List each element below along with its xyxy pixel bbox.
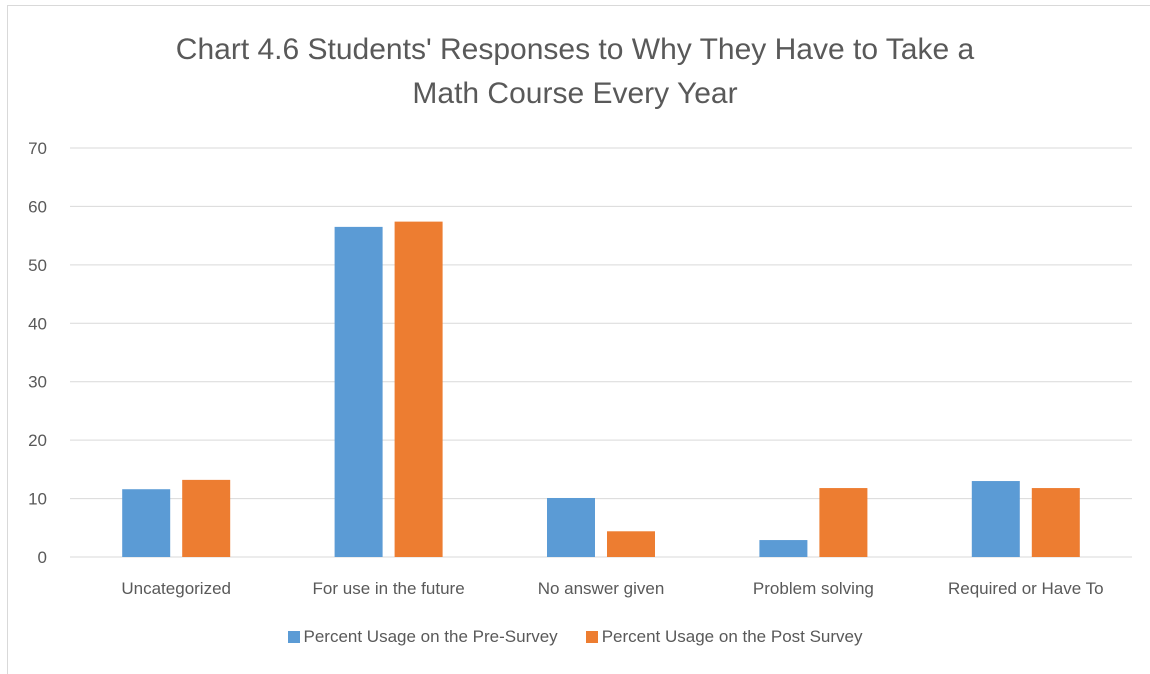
chart-legend: Percent Usage on the Pre-Survey Percent … <box>0 627 1150 647</box>
chart-title-line-1: Chart 4.6 Students' Responses to Why The… <box>175 33 975 66</box>
y-tick-label-20: 20 <box>28 431 47 450</box>
y-tick-label-30: 30 <box>28 373 47 392</box>
legend-swatch-post-survey <box>585 631 598 643</box>
x-tick-label-4: Required or Have To <box>948 579 1104 598</box>
bar-post-2 <box>607 531 655 557</box>
bar-post-0 <box>182 479 231 557</box>
y-tick-label-10: 10 <box>28 490 47 509</box>
legend-label-post-survey: Percent Usage on the Post Survey <box>601 627 863 646</box>
bar-pre-4 <box>971 481 1020 557</box>
chart-title-line-2: Math Course Every Year <box>412 77 738 110</box>
legend-item-pre-survey: Percent Usage on the Pre-Survey <box>287 627 558 647</box>
x-tick-label-3: Problem solving <box>753 579 874 598</box>
y-tick-label-0: 0 <box>38 548 47 567</box>
legend-swatch-pre-survey <box>287 631 300 643</box>
y-tick-label-60: 60 <box>28 197 47 216</box>
x-tick-label-2: No answer given <box>538 579 665 598</box>
bar-pre-3 <box>759 540 808 557</box>
x-tick-label-0: Uncategorized <box>121 579 231 598</box>
x-tick-label-1: For use in the future <box>313 579 465 598</box>
bar-pre-0 <box>122 489 171 557</box>
legend-item-post-survey: Percent Usage on the Post Survey <box>585 627 863 647</box>
bar-pre-1 <box>334 226 383 557</box>
bar-post-4 <box>1031 488 1080 557</box>
bar-post-1 <box>394 221 443 557</box>
chart-title: Chart 4.6 Students' Responses to Why The… <box>0 28 1150 116</box>
y-tick-label-70: 70 <box>28 139 47 158</box>
legend-label-pre-survey: Percent Usage on the Pre-Survey <box>303 627 558 646</box>
bar-pre-2 <box>547 497 595 557</box>
y-tick-label-50: 50 <box>28 256 47 275</box>
y-tick-label-40: 40 <box>28 314 47 333</box>
bar-post-3 <box>819 488 868 557</box>
chart-area <box>7 5 1150 674</box>
